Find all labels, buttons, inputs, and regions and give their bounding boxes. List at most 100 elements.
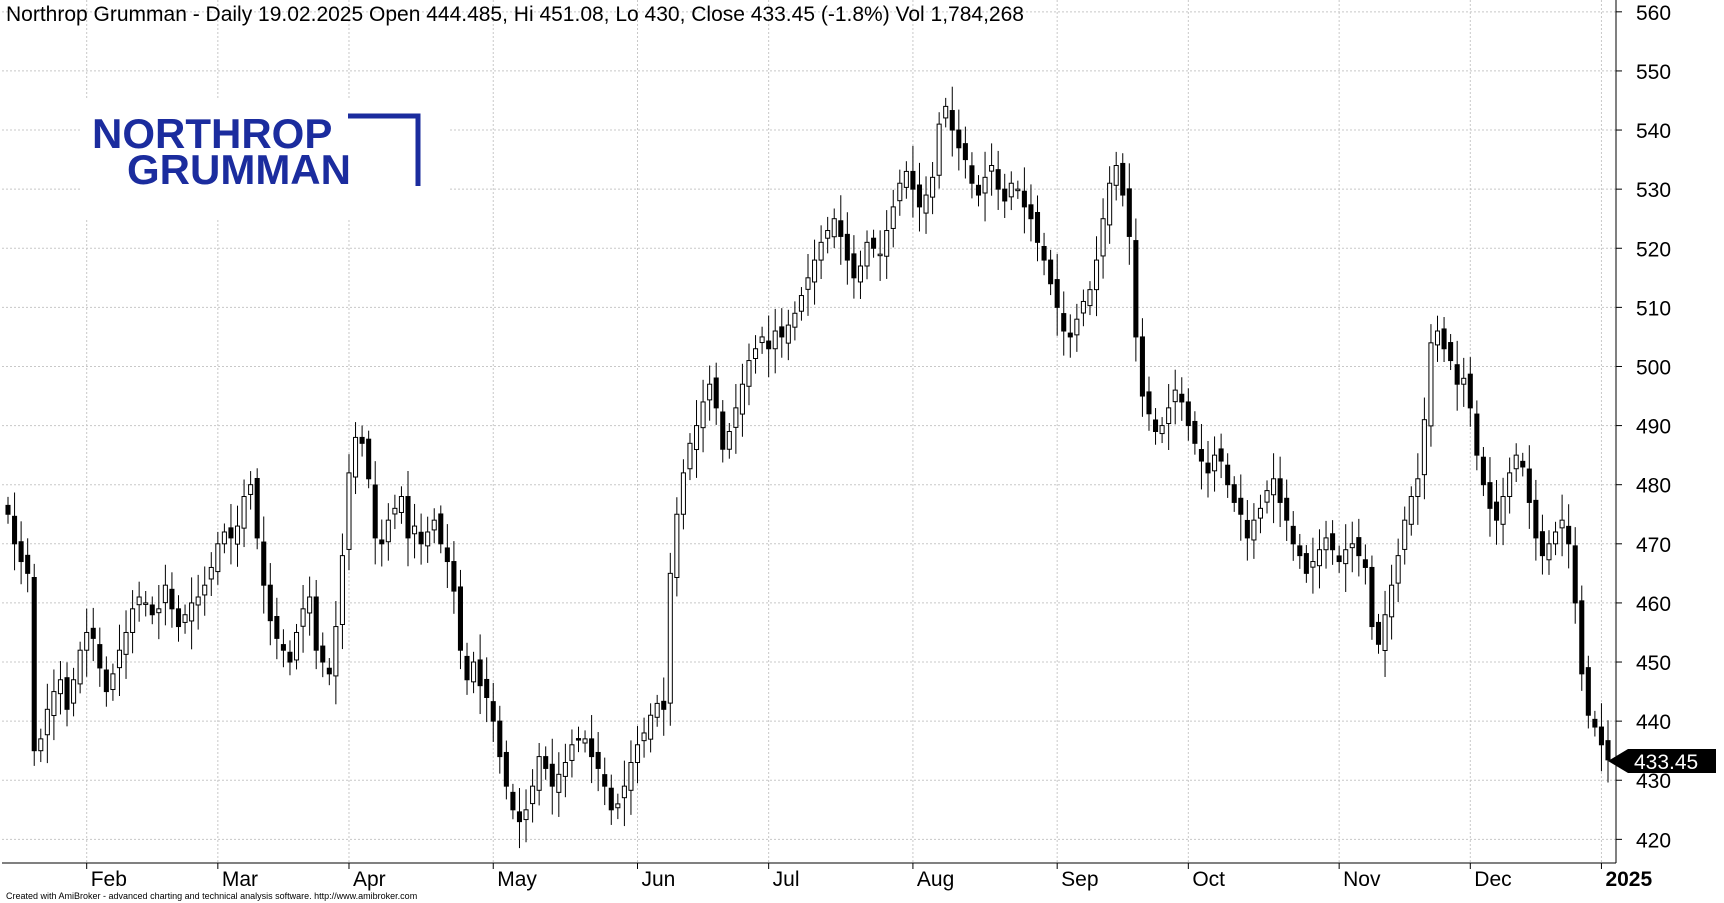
candle — [1290, 511, 1296, 561]
candle-body-up — [556, 773, 562, 793]
candle-body-down — [975, 184, 982, 196]
candle — [228, 504, 234, 565]
candle-body-down — [1487, 482, 1493, 509]
candle — [628, 740, 634, 815]
candle — [864, 230, 870, 280]
candle-body-up — [215, 543, 221, 573]
candle — [851, 235, 857, 299]
candle — [195, 574, 201, 630]
candle — [1198, 423, 1204, 490]
candle-body-up — [897, 182, 903, 202]
candle — [1408, 486, 1414, 536]
candle — [1264, 480, 1270, 514]
candle — [674, 497, 680, 597]
candle — [1172, 369, 1178, 425]
candle-body-down — [1231, 484, 1237, 503]
candle-body-up — [759, 336, 765, 344]
candle-body-up — [1500, 496, 1506, 525]
candle — [766, 315, 772, 378]
y-tick-label: 530 — [1636, 179, 1671, 202]
candle-body-up — [182, 614, 188, 623]
candle — [438, 505, 444, 554]
candle — [930, 162, 936, 215]
candle — [18, 521, 24, 585]
candle — [143, 591, 149, 617]
candle-body-down — [1330, 533, 1336, 551]
candle-body-down — [1205, 462, 1211, 474]
candle-body-up — [1212, 454, 1218, 472]
candle-body-up — [1402, 519, 1408, 550]
candle — [562, 743, 568, 798]
candle — [1284, 479, 1290, 541]
candle — [254, 468, 260, 550]
candle-body-down — [1054, 279, 1060, 308]
candle — [1434, 315, 1441, 362]
candle-body-down — [366, 438, 372, 480]
candle-body-down — [18, 541, 24, 563]
candle-body-up — [562, 762, 568, 777]
candle-body-down — [1369, 566, 1375, 628]
candle — [923, 176, 929, 234]
candle — [1126, 163, 1132, 265]
candle — [346, 454, 352, 571]
candle — [1087, 281, 1093, 316]
candle-body-down — [274, 616, 280, 639]
candle-body-up — [943, 105, 949, 119]
candle-body-down — [713, 377, 719, 409]
candle — [805, 253, 811, 316]
candle — [333, 601, 339, 705]
candle — [1598, 703, 1604, 772]
candle — [1257, 494, 1263, 534]
candle — [300, 584, 306, 653]
candle-body-up — [634, 744, 641, 764]
y-tick-label: 470 — [1636, 534, 1671, 557]
candle — [392, 494, 398, 530]
candle-body-down — [261, 541, 267, 586]
candle-body-down — [910, 170, 916, 190]
candle — [1021, 167, 1027, 234]
candle-body-up — [392, 507, 398, 515]
x-tick-label: Jul — [773, 868, 800, 891]
candle-body-down — [287, 651, 293, 663]
y-tick-label: 500 — [1636, 356, 1671, 379]
candle-body-down — [608, 787, 614, 811]
candle — [1166, 384, 1172, 451]
candle — [982, 151, 988, 222]
candle — [1008, 171, 1014, 211]
candle — [1323, 520, 1329, 569]
candle-body-down — [1474, 413, 1480, 456]
candle — [871, 229, 877, 258]
candles — [5, 86, 1611, 849]
candle-body-down — [1284, 497, 1290, 521]
candle — [1054, 254, 1060, 336]
candle-body-up — [1080, 300, 1086, 314]
candle — [1389, 564, 1395, 640]
candle-body-down — [484, 678, 490, 698]
candle — [621, 760, 627, 827]
candle — [307, 576, 313, 636]
candle-body-down — [175, 608, 182, 628]
candle — [116, 624, 123, 697]
candle — [31, 563, 37, 766]
candle-body-up — [353, 436, 359, 478]
candle-body-down — [1579, 600, 1585, 675]
candle — [785, 309, 791, 361]
candle — [385, 503, 391, 561]
candle — [962, 126, 968, 179]
candle-body-up — [221, 531, 227, 545]
candle — [1461, 357, 1467, 407]
candle-body-down — [543, 756, 549, 769]
candle-body-down — [1592, 718, 1598, 728]
candle-body-down — [12, 515, 18, 545]
candle — [648, 703, 654, 753]
candle — [234, 505, 241, 567]
candle-body-down — [320, 645, 326, 663]
candle — [1592, 710, 1598, 737]
candle-body-up — [530, 785, 536, 805]
candle — [202, 566, 208, 616]
candle-body-up — [1553, 531, 1559, 545]
candle-body-down — [510, 791, 516, 811]
candle-body-up — [805, 277, 811, 290]
candle — [1310, 537, 1316, 594]
candle — [1048, 249, 1054, 296]
